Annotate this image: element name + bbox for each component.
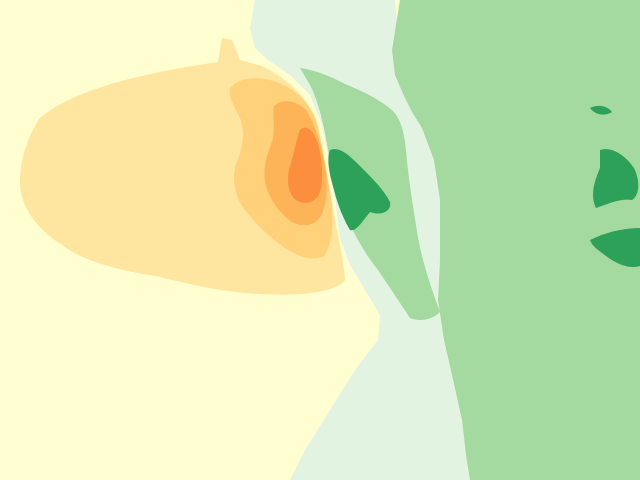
highland-patch — [328, 149, 391, 231]
highland-patch — [590, 105, 612, 115]
land-mass — [300, 0, 640, 480]
highland-patch — [590, 228, 640, 268]
highland-patch — [593, 149, 639, 208]
ocean-zone-4 — [288, 127, 323, 203]
